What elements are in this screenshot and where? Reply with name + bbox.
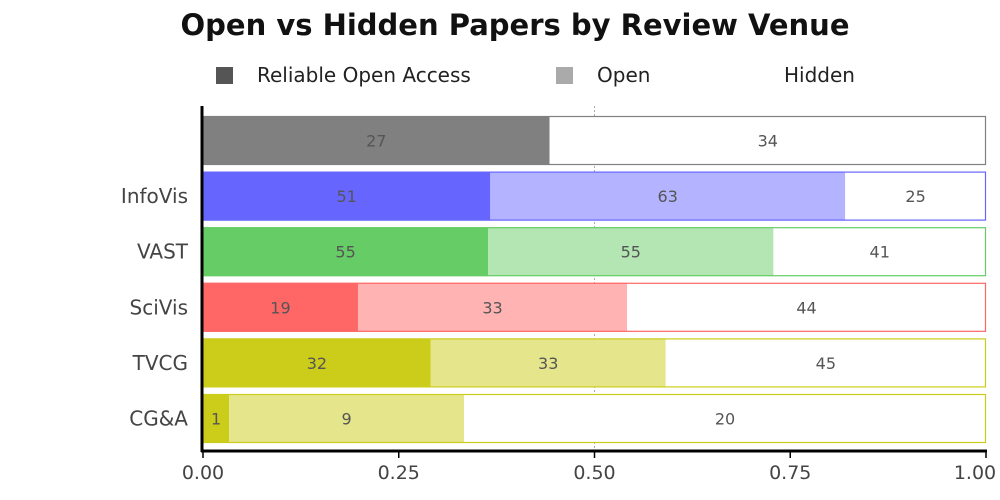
bar-segment-hidden [773, 227, 986, 277]
bar-segment-reliable-open-access [203, 116, 550, 165]
bar-segment-open [229, 394, 464, 443]
data-label-reliable-open-access: 19 [270, 298, 290, 317]
x-tick-label: 0.00 [182, 462, 224, 484]
data-label-reliable-open-access: 32 [307, 354, 327, 373]
data-label-hidden: 44 [796, 298, 816, 317]
bar-segment-hidden [464, 394, 986, 443]
legend-swatch-open [556, 66, 573, 84]
category-label: SciVis [130, 295, 188, 319]
data-label-open: 63 [658, 187, 678, 206]
data-label-reliable-open-access: 1 [211, 410, 221, 429]
data-label-open: 33 [482, 298, 502, 317]
category-label: CG&A [129, 407, 188, 431]
data-label-hidden: 34 [758, 132, 778, 151]
data-label-reliable-open-access: 55 [335, 243, 355, 262]
bar-segment-open [488, 227, 774, 277]
data-label-reliable-open-access: 27 [366, 132, 386, 151]
data-label-hidden: 25 [905, 187, 925, 206]
bar-segment-open [430, 338, 666, 388]
bar-segment-hidden [627, 282, 986, 332]
data-label-hidden: 41 [870, 243, 890, 262]
legend-label-hidden: Hidden [784, 63, 855, 87]
bar-segment-reliable-open-access [203, 171, 491, 221]
legend: Reliable Open Access Open Hidden [0, 60, 1000, 90]
data-label-open: 55 [621, 243, 641, 262]
bar-segment-reliable-open-access [203, 227, 489, 277]
legend-swatch-reliable-open-access [216, 66, 233, 84]
data-label-hidden: 20 [715, 410, 735, 429]
data-label-open: 9 [341, 410, 351, 429]
legend-item-hidden: Hidden [743, 60, 855, 90]
bar-segment-reliable-open-access [203, 394, 230, 443]
chart-title: Open vs Hidden Papers by Review Venue [180, 8, 850, 42]
legend-label-reliable-open-access: Reliable Open Access [257, 63, 471, 87]
data-label-open: 33 [538, 354, 558, 373]
bar-segment-hidden [665, 338, 986, 388]
bar-segment-reliable-open-access [203, 282, 358, 332]
legend-item-open: Open [556, 60, 650, 90]
x-tick-label: 0.25 [378, 462, 420, 484]
category-label: TVCG [132, 351, 188, 375]
bar-segment-open [490, 171, 846, 221]
bar-segment-reliable-open-access [203, 338, 431, 388]
category-label: InfoVis [121, 184, 188, 208]
legend-item-reliable-open-access: Reliable Open Access [216, 60, 471, 90]
bar-segment-hidden [549, 116, 986, 165]
x-tick-label: 1.00 [954, 462, 996, 484]
legend-label-open: Open [597, 63, 651, 87]
x-tick-label: 0.50 [573, 462, 615, 484]
data-label-hidden: 45 [816, 354, 836, 373]
x-tick-label: 0.75 [769, 462, 811, 484]
category-label: VAST [137, 240, 189, 264]
data-label-reliable-open-access: 51 [336, 187, 356, 206]
bar-segment-hidden [845, 171, 986, 221]
bar-segment-open [357, 282, 628, 332]
